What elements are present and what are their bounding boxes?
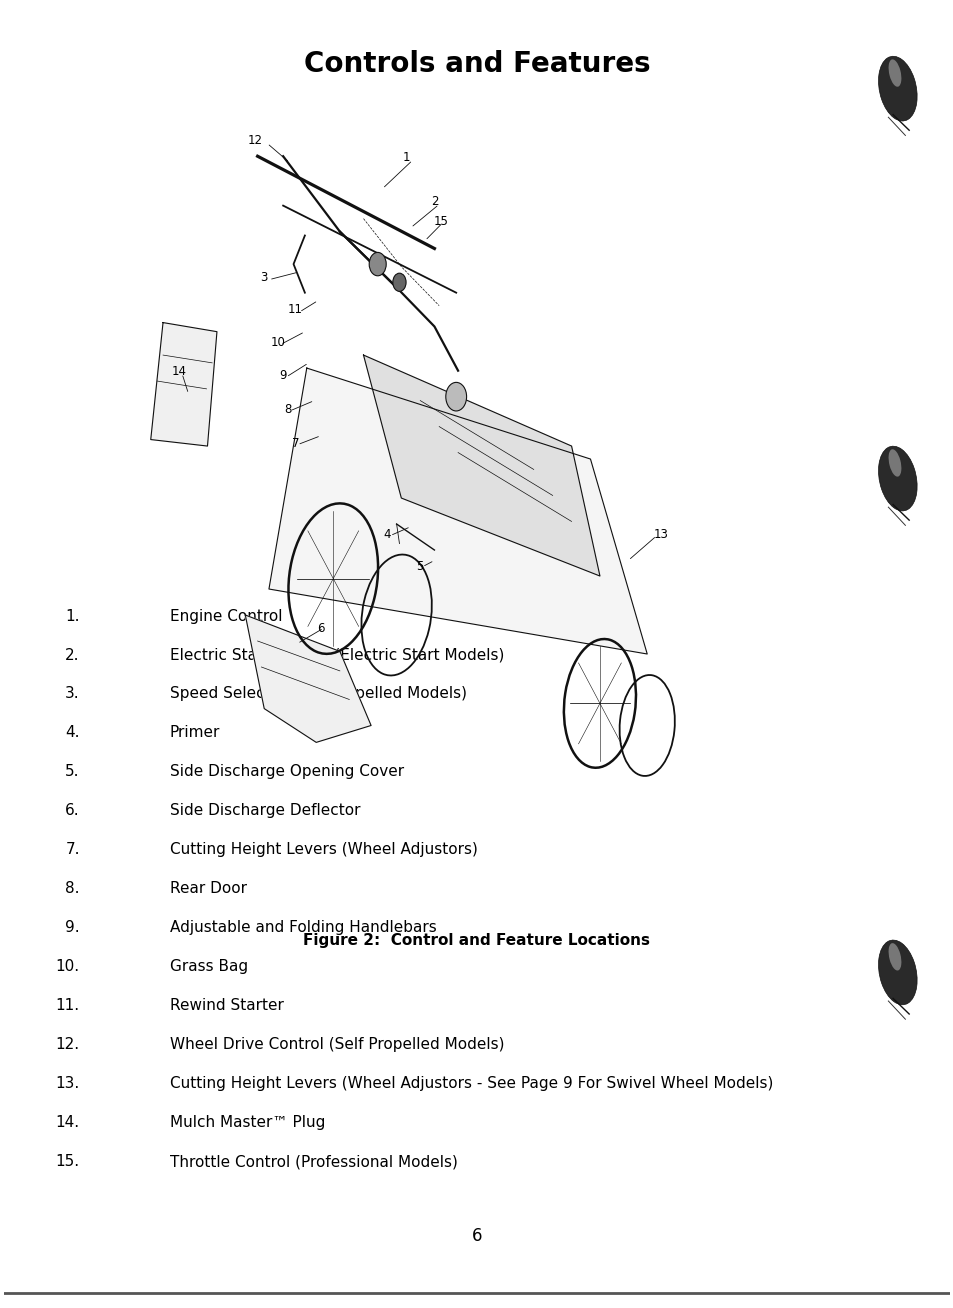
Text: 4.: 4. <box>65 726 80 740</box>
Ellipse shape <box>393 273 406 292</box>
Text: Rear Door: Rear Door <box>170 882 247 896</box>
Text: Controls and Features: Controls and Features <box>303 50 650 77</box>
Text: 6.: 6. <box>65 803 80 819</box>
Text: 13.: 13. <box>55 1076 80 1091</box>
Text: 14.: 14. <box>55 1116 80 1130</box>
Text: Speed Selector (Self Propelled Models): Speed Selector (Self Propelled Models) <box>170 687 466 701</box>
Text: 6: 6 <box>471 1227 482 1245</box>
Text: 1.: 1. <box>65 608 80 624</box>
Ellipse shape <box>445 382 466 411</box>
Text: Cutting Height Levers (Wheel Adjustors - See Page 9 For Swivel Wheel Models): Cutting Height Levers (Wheel Adjustors -… <box>170 1076 772 1091</box>
Text: 6: 6 <box>317 621 324 634</box>
Text: Throttle Control (Professional Models): Throttle Control (Professional Models) <box>170 1155 457 1169</box>
Text: 14: 14 <box>172 365 187 378</box>
Text: Wheel Drive Control (Self Propelled Models): Wheel Drive Control (Self Propelled Mode… <box>170 1037 503 1053</box>
Text: 10.: 10. <box>55 960 80 974</box>
Text: Side Discharge Opening Cover: Side Discharge Opening Cover <box>170 764 403 780</box>
Ellipse shape <box>369 252 386 276</box>
Ellipse shape <box>878 940 916 1005</box>
Text: 15.: 15. <box>55 1155 80 1169</box>
Polygon shape <box>151 323 216 446</box>
Text: 4: 4 <box>383 528 391 542</box>
Text: 12: 12 <box>247 135 262 146</box>
Text: Figure 2:  Control and Feature Locations: Figure 2: Control and Feature Locations <box>303 934 650 948</box>
Text: Primer: Primer <box>170 726 220 740</box>
Text: Cutting Height Levers (Wheel Adjustors): Cutting Height Levers (Wheel Adjustors) <box>170 842 477 858</box>
Text: 5.: 5. <box>65 764 80 780</box>
Text: 7.: 7. <box>65 842 80 858</box>
Text: 5: 5 <box>416 560 423 573</box>
Polygon shape <box>363 354 599 576</box>
Text: Electric Start Control (Electric Start Models): Electric Start Control (Electric Start M… <box>170 647 503 662</box>
Text: 1: 1 <box>402 150 410 164</box>
Text: 7: 7 <box>292 437 299 450</box>
Text: Rewind Starter: Rewind Starter <box>170 998 283 1014</box>
Polygon shape <box>269 368 646 654</box>
Text: Engine Control: Engine Control <box>170 608 282 624</box>
Ellipse shape <box>887 449 901 476</box>
Polygon shape <box>245 615 371 743</box>
Text: 12.: 12. <box>55 1037 80 1053</box>
Text: 3.: 3. <box>65 687 80 701</box>
Text: 15: 15 <box>434 215 448 228</box>
Ellipse shape <box>887 943 901 971</box>
Text: 10: 10 <box>271 336 286 348</box>
Text: 2: 2 <box>430 195 437 208</box>
Text: 8.: 8. <box>65 882 80 896</box>
Ellipse shape <box>878 56 916 122</box>
Text: 3: 3 <box>260 271 268 284</box>
Text: Grass Bag: Grass Bag <box>170 960 248 974</box>
Text: Mulch Master™ Plug: Mulch Master™ Plug <box>170 1116 325 1130</box>
Text: 9: 9 <box>279 369 287 382</box>
Text: 8: 8 <box>284 403 292 416</box>
Text: 2.: 2. <box>65 647 80 662</box>
Text: Side Discharge Deflector: Side Discharge Deflector <box>170 803 360 819</box>
Text: 9.: 9. <box>65 921 80 935</box>
Text: 11.: 11. <box>55 998 80 1014</box>
Text: Adjustable and Folding Handlebars: Adjustable and Folding Handlebars <box>170 921 436 935</box>
Ellipse shape <box>878 446 916 511</box>
Ellipse shape <box>887 59 901 86</box>
Text: 11: 11 <box>288 303 303 317</box>
Text: 13: 13 <box>654 528 668 542</box>
